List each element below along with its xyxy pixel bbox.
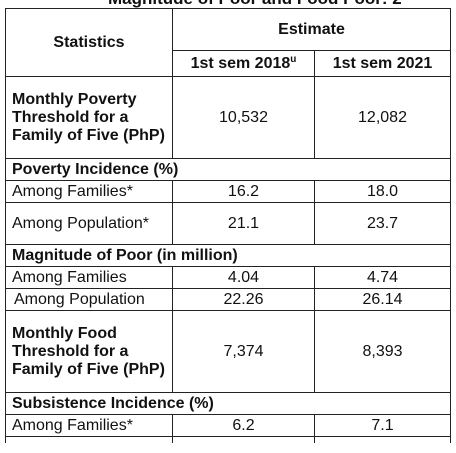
col-2018-superscript: u xyxy=(290,53,297,65)
statistics-table: Statistics Estimate 1st sem 2018u 1st se… xyxy=(4,8,452,449)
magnitude-title: Magnitude of Poor (in million) xyxy=(4,244,452,267)
table-caption: Magnitude of Poor and Food Poor: 2 xyxy=(108,0,456,9)
food-threshold-2021: 8,393 xyxy=(313,310,452,393)
statistics-header: Statistics xyxy=(5,8,173,77)
pi-population-2018: 21.1 xyxy=(172,202,315,245)
col-2021-header: 1st sem 2021 xyxy=(313,50,452,77)
mag-population-2021: 26.14 xyxy=(313,288,452,311)
image-bottom-edge xyxy=(0,443,456,453)
poverty-threshold-2018: 10,532 xyxy=(172,76,315,159)
sub-families-2021: 7.1 xyxy=(313,414,452,437)
pi-population-label: Among Population* xyxy=(5,202,173,245)
pi-families-2018: 16.2 xyxy=(172,180,315,203)
subheader-row: 1st sem 2018u 1st sem 2021 xyxy=(6,50,452,77)
table-row: Among Families* 6.2 7.1 xyxy=(5,414,452,437)
table-row: Among Families 4.04 4.74 xyxy=(5,266,452,289)
food-threshold-label: Monthly Food Threshold for a Family of F… xyxy=(5,310,173,393)
col-2018-header: 1st sem 2018u xyxy=(172,50,315,77)
sub-families-2018: 6.2 xyxy=(172,414,315,437)
table-row: Monthly Poverty Threshold for a Family o… xyxy=(5,76,452,159)
header-row: Statistics Estimate xyxy=(5,8,452,77)
table-row: Among Families* 16.2 18.0 xyxy=(5,180,452,203)
pi-population-2021: 23.7 xyxy=(313,202,452,245)
poverty-threshold-2021: 12,082 xyxy=(313,76,452,159)
poverty-incidence-title: Poverty Incidence (%) xyxy=(4,158,452,181)
estimate-header: Estimate xyxy=(171,8,452,51)
mag-families-2021: 4.74 xyxy=(313,266,452,289)
section-row: Poverty Incidence (%) xyxy=(4,158,452,181)
mag-families-label: Among Families xyxy=(5,266,173,289)
section-row: Subsistence Incidence (%) xyxy=(4,392,452,415)
table-row: Among Population* 21.1 23.7 xyxy=(5,202,452,245)
mag-population-2018: 22.26 xyxy=(172,288,315,311)
table-row: Monthly Food Threshold for a Family of F… xyxy=(5,310,452,393)
food-threshold-2018: 7,374 xyxy=(172,310,315,393)
mag-population-label: Among Population xyxy=(5,288,173,311)
pi-families-label: Among Families* xyxy=(5,180,173,203)
pi-families-2021: 18.0 xyxy=(313,180,452,203)
poverty-threshold-label: Monthly Poverty Threshold for a Family o… xyxy=(5,76,173,159)
col-2018-label: 1st sem 2018 xyxy=(190,54,291,72)
mag-families-2018: 4.04 xyxy=(172,266,315,289)
sub-families-label: Among Families* xyxy=(5,414,173,437)
subsistence-title: Subsistence Incidence (%) xyxy=(4,392,452,415)
table-row: Among Population 22.26 26.14 xyxy=(5,288,452,311)
section-row: Magnitude of Poor (in million) xyxy=(4,244,452,267)
